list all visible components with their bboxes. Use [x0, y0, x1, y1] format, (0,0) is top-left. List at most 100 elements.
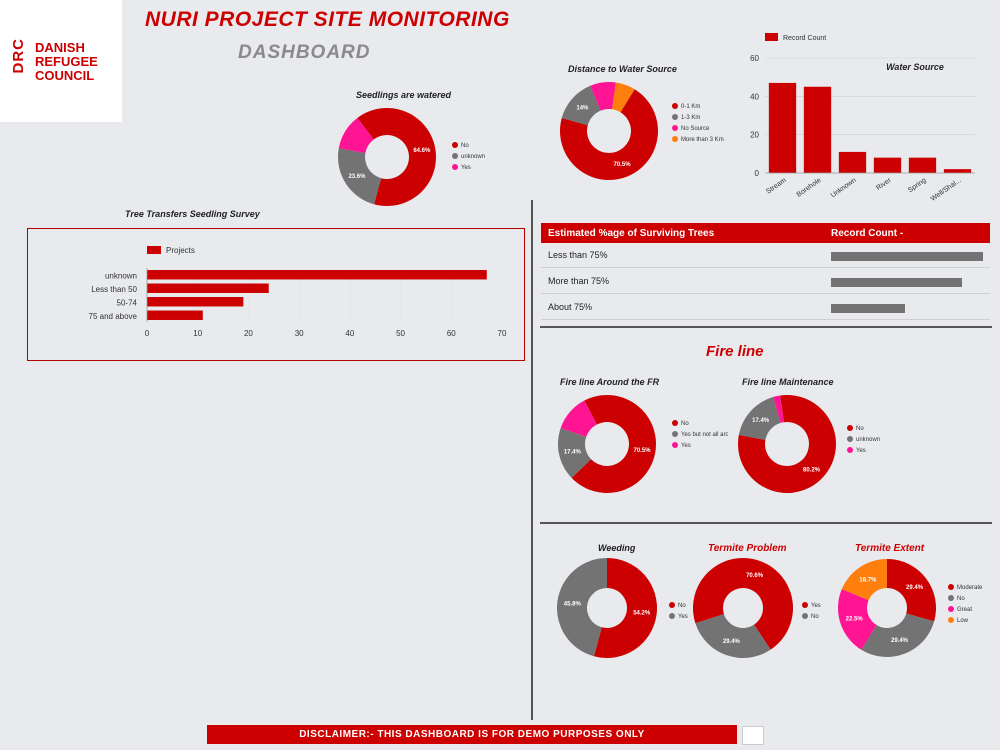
legend-entry-more-than-3-km[interactable]: More than 3 Km [681, 137, 724, 143]
bar-50-74[interactable] [147, 297, 243, 306]
bar-well-shal[interactable] [944, 169, 971, 173]
bar-75-and-above[interactable] [147, 311, 203, 320]
logo-line-3: COUNCIL [35, 69, 94, 82]
legend-dot [672, 136, 678, 142]
table-cell-label: Less than 75% [548, 250, 608, 260]
legend-entry-no[interactable]: No [681, 421, 689, 427]
chart-title-fireline-around: Fire line Around the FR [560, 377, 659, 387]
x-tick-label: Spring [907, 177, 928, 194]
bar-less-than-50[interactable] [147, 284, 269, 293]
x-tick-label: Borehole [796, 177, 823, 199]
legend-swatch [147, 246, 161, 254]
x-tick-label: Unknown [830, 177, 858, 200]
legend-entry-no[interactable]: No [678, 603, 686, 609]
y-tick-label: Less than 50 [91, 285, 137, 294]
legend-dot [847, 447, 853, 453]
legend-entry-moderate[interactable]: Moderate [957, 585, 983, 591]
legend-dot [847, 425, 853, 431]
chart-title-trees: Tree Transfers Seedling Survey [125, 209, 260, 219]
legend-entry-no-source[interactable]: No Source [681, 126, 710, 132]
legend-entry-unknown[interactable]: unknown [461, 154, 485, 160]
x-tick-label: 40 [345, 329, 354, 338]
bar-spring[interactable] [909, 158, 936, 173]
x-tick-label: 20 [244, 329, 253, 338]
x-tick-label: River [875, 177, 893, 192]
legend-dot [802, 613, 808, 619]
slice-label: 29.4% [891, 638, 909, 644]
table-row[interactable]: Less than 75% [541, 245, 990, 268]
legend-entry-yes-but-not-all-around[interactable]: Yes but not all around [681, 432, 728, 438]
horizontal-divider-2 [540, 522, 992, 524]
table-header: Estimated %age of Surviving Trees Record… [541, 223, 990, 243]
table-cell-bar [831, 278, 962, 287]
logo-mark: DRC [10, 38, 27, 74]
chart-title: Water Source [886, 62, 944, 72]
bar-unknown[interactable] [147, 270, 487, 279]
pie-chart-fireline-maint: 80.2%17.4%NounknownYes [728, 388, 908, 503]
chart-title-weeding: Weeding [598, 543, 635, 553]
legend-entry-yes[interactable]: Yes [681, 443, 691, 449]
chart-title-fireline-maint: Fire line Maintenance [742, 377, 834, 387]
legend-entry-unknown[interactable]: unknown [856, 437, 880, 443]
slice-label: 70.6% [746, 573, 764, 579]
slice-label: 14% [576, 106, 589, 112]
legend-dot [672, 431, 678, 437]
legend-dot [672, 420, 678, 426]
legend-entry-great[interactable]: Great [957, 607, 972, 613]
y-tick-label: 0 [755, 169, 760, 178]
sort-indicator: - [900, 228, 903, 239]
pie-chart-seedlings: 64.6%23.6%NounknownYes [330, 100, 530, 212]
legend-dot [669, 602, 675, 608]
report-icon[interactable] [742, 726, 764, 745]
legend-entry-yes[interactable]: Yes [811, 603, 821, 609]
table-cell-label: About 75% [548, 302, 592, 312]
table-row[interactable]: About 75% [541, 297, 990, 320]
legend-entry-0-1-km[interactable]: 0-1 Km [681, 104, 700, 110]
legend-dot [672, 103, 678, 109]
legend-entry-yes[interactable]: Yes [856, 448, 866, 454]
slice-label: 54.2% [633, 611, 651, 617]
legend-entry[interactable]: Projects [166, 246, 195, 255]
legend-entry-yes[interactable]: Yes [461, 165, 471, 171]
y-tick-label: 75 and above [89, 312, 138, 321]
chart-title-seedlings: Seedlings are watered [356, 90, 451, 100]
bar-river[interactable] [874, 158, 901, 173]
legend-dot [948, 595, 954, 601]
y-tick-label: 60 [750, 54, 759, 63]
chart-title-termite-problem: Termite Problem [708, 543, 787, 554]
legend-dot [672, 442, 678, 448]
legend-entry[interactable]: Record Count [783, 35, 826, 42]
legend-entry-no[interactable]: No [461, 143, 469, 149]
legend-entry-no[interactable]: No [957, 596, 965, 602]
legend-dot [847, 436, 853, 442]
chart-title-distance: Distance to Water Source [568, 64, 677, 74]
legend-entry-no[interactable]: No [811, 614, 819, 620]
legend-dot [452, 142, 458, 148]
x-tick-label: 0 [145, 329, 150, 338]
x-tick-label: 10 [193, 329, 202, 338]
bar-unknown[interactable] [839, 152, 866, 173]
bar-stream[interactable] [769, 83, 796, 173]
legend-dot [672, 125, 678, 131]
legend-entry-yes[interactable]: Yes [678, 614, 688, 620]
table-row[interactable]: More than 75% [541, 271, 990, 294]
horizontal-divider-1 [540, 326, 992, 328]
page-title: NURI PROJECT SITE MONITORING [145, 8, 510, 32]
slice-label: 70.5% [614, 162, 632, 168]
table-cell-label: More than 75% [548, 276, 609, 286]
legend-entry-low[interactable]: Low [957, 618, 969, 624]
pie-slice-no[interactable] [861, 613, 934, 657]
legend-entry-1-3-km[interactable]: 1-3 Km [681, 115, 700, 121]
section-title-fireline: Fire line [706, 343, 764, 360]
legend-dot [802, 602, 808, 608]
legend-dot [948, 617, 954, 623]
pie-chart-termite-extent: 29.4% 29.4% 22.5% 18.7% Moderate No Great Low [834, 555, 999, 665]
legend-swatch [765, 33, 778, 41]
bar-borehole[interactable] [804, 87, 831, 173]
x-tick-label: 70 [498, 329, 507, 338]
x-tick-label: Stream [765, 177, 788, 196]
logo: DRC DANISH REFUGEE COUNCIL [0, 0, 122, 122]
slice-label: 64.6% [413, 148, 431, 154]
table-col-count[interactable]: Record Count - [831, 228, 903, 239]
legend-entry-no[interactable]: No [856, 426, 864, 432]
